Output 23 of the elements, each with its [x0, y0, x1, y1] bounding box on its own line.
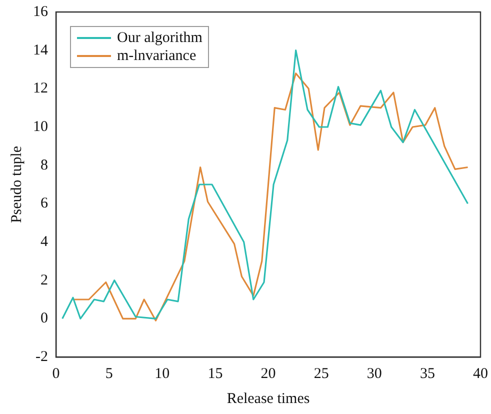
x-tick-label: 15: [208, 366, 223, 382]
y-tick-label: 16: [33, 4, 48, 20]
legend-label: Our algorithm: [117, 29, 202, 47]
y-tick-label: 4: [40, 234, 48, 250]
x-tick-label: 30: [366, 366, 382, 382]
x-tick-label: 10: [154, 366, 170, 382]
y-tick-label: 14: [33, 42, 48, 58]
y-tick-label: 6: [40, 196, 48, 212]
x-tick-label: 40: [473, 366, 488, 382]
y-tick-label: 10: [33, 118, 48, 135]
y-tick-label: 12: [33, 80, 48, 97]
y-tick-label: 8: [40, 157, 48, 174]
y-tick-label: -2: [36, 348, 48, 365]
y-tick-label: 0: [40, 310, 48, 327]
y-tick-label: 2: [40, 272, 48, 288]
x-tick-label: 5: [105, 366, 113, 382]
x-axis-title: Release times: [226, 390, 310, 407]
x-tick-label: 0: [52, 366, 60, 382]
legend-label: m-lnvariance: [117, 47, 196, 65]
x-tick-label: 20: [260, 366, 276, 382]
x-tick-label: 35: [420, 366, 435, 382]
y-axis-title: Pseudo tuple: [8, 146, 25, 224]
x-tick-label: 25: [314, 366, 329, 382]
